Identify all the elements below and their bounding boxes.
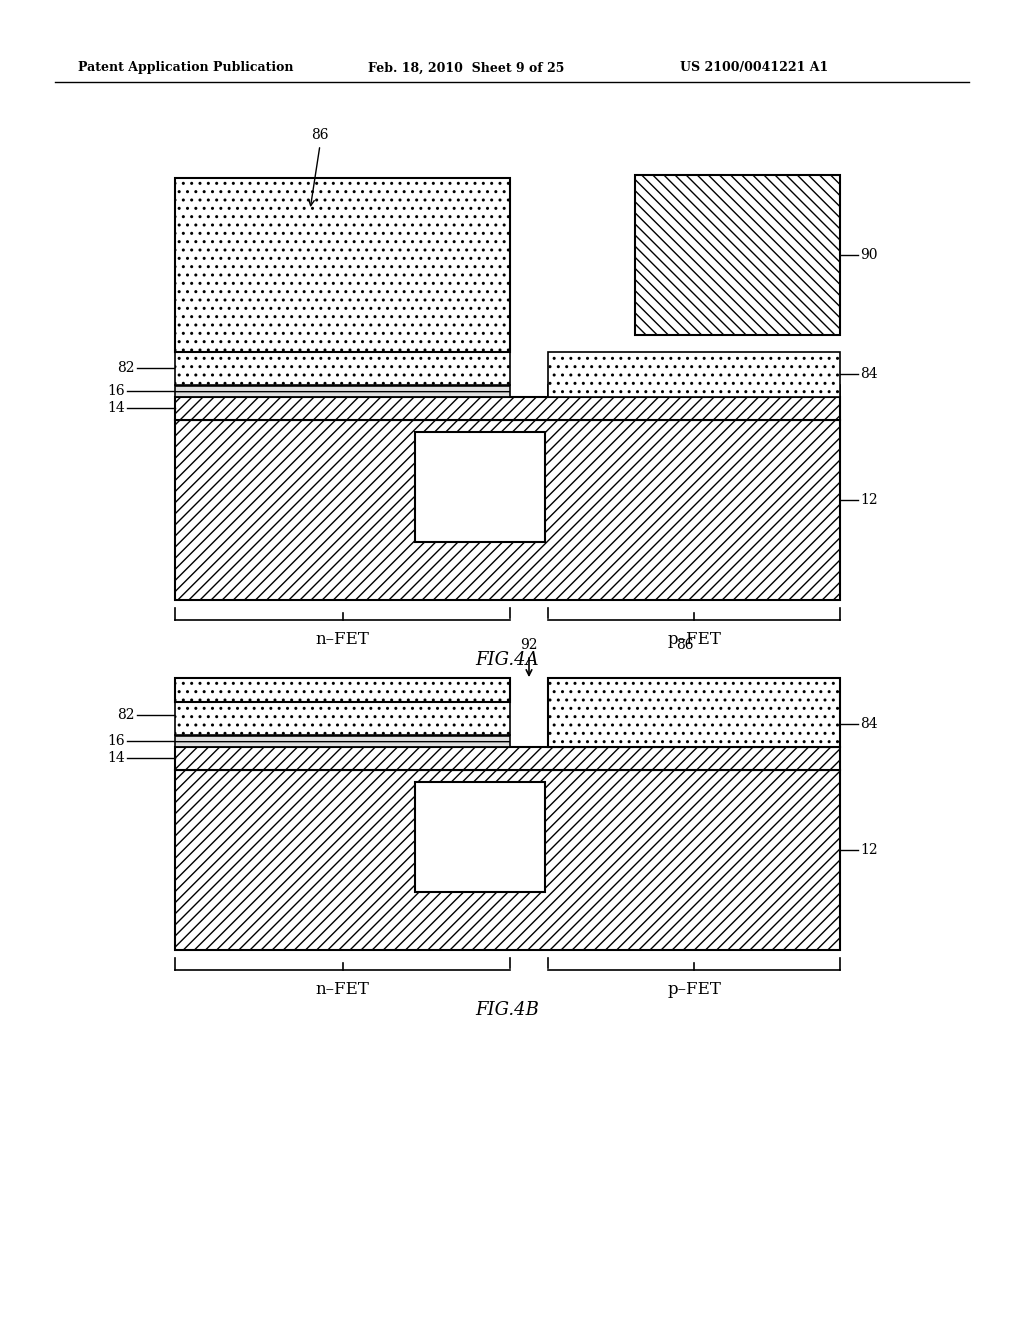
Bar (635, 176, 840, 335)
Bar (175, 397, 840, 420)
Bar (175, 420, 840, 601)
Text: 82: 82 (118, 708, 135, 722)
Text: 86: 86 (676, 638, 693, 652)
Text: 86: 86 (311, 128, 329, 143)
Text: n–FET: n–FET (315, 982, 370, 998)
Text: FIG.4A: FIG.4A (476, 651, 540, 669)
Bar (175, 735, 510, 747)
Text: 16: 16 (108, 384, 125, 399)
Text: 16: 16 (108, 734, 125, 748)
Bar (175, 678, 510, 702)
Text: 12: 12 (860, 492, 878, 507)
Bar (175, 770, 840, 950)
Text: 82: 82 (118, 360, 135, 375)
Bar (415, 781, 545, 892)
Bar (548, 385, 840, 397)
Text: n–FET: n–FET (315, 631, 370, 648)
Text: FIG.4B: FIG.4B (475, 1001, 540, 1019)
Text: Patent Application Publication: Patent Application Publication (78, 62, 294, 74)
Text: 9: 9 (474, 824, 486, 842)
Text: 84: 84 (860, 717, 878, 731)
Text: 9: 9 (474, 474, 486, 492)
Bar (175, 747, 840, 770)
Bar (415, 432, 545, 543)
Text: p–FET: p–FET (667, 631, 721, 648)
Bar (175, 178, 510, 352)
Text: 90: 90 (860, 248, 878, 261)
Bar (548, 678, 840, 747)
Text: 14: 14 (108, 401, 125, 414)
Bar (548, 735, 840, 747)
Text: 84: 84 (860, 367, 878, 381)
Bar (175, 352, 510, 385)
Text: p–FET: p–FET (667, 982, 721, 998)
Text: US 2100/0041221 A1: US 2100/0041221 A1 (680, 62, 828, 74)
Text: 12: 12 (860, 843, 878, 857)
Text: 92: 92 (520, 638, 538, 652)
Text: 14: 14 (108, 751, 125, 766)
Text: Feb. 18, 2010  Sheet 9 of 25: Feb. 18, 2010 Sheet 9 of 25 (368, 62, 564, 74)
Bar (175, 385, 510, 397)
Bar (548, 352, 840, 397)
Bar (175, 702, 510, 735)
